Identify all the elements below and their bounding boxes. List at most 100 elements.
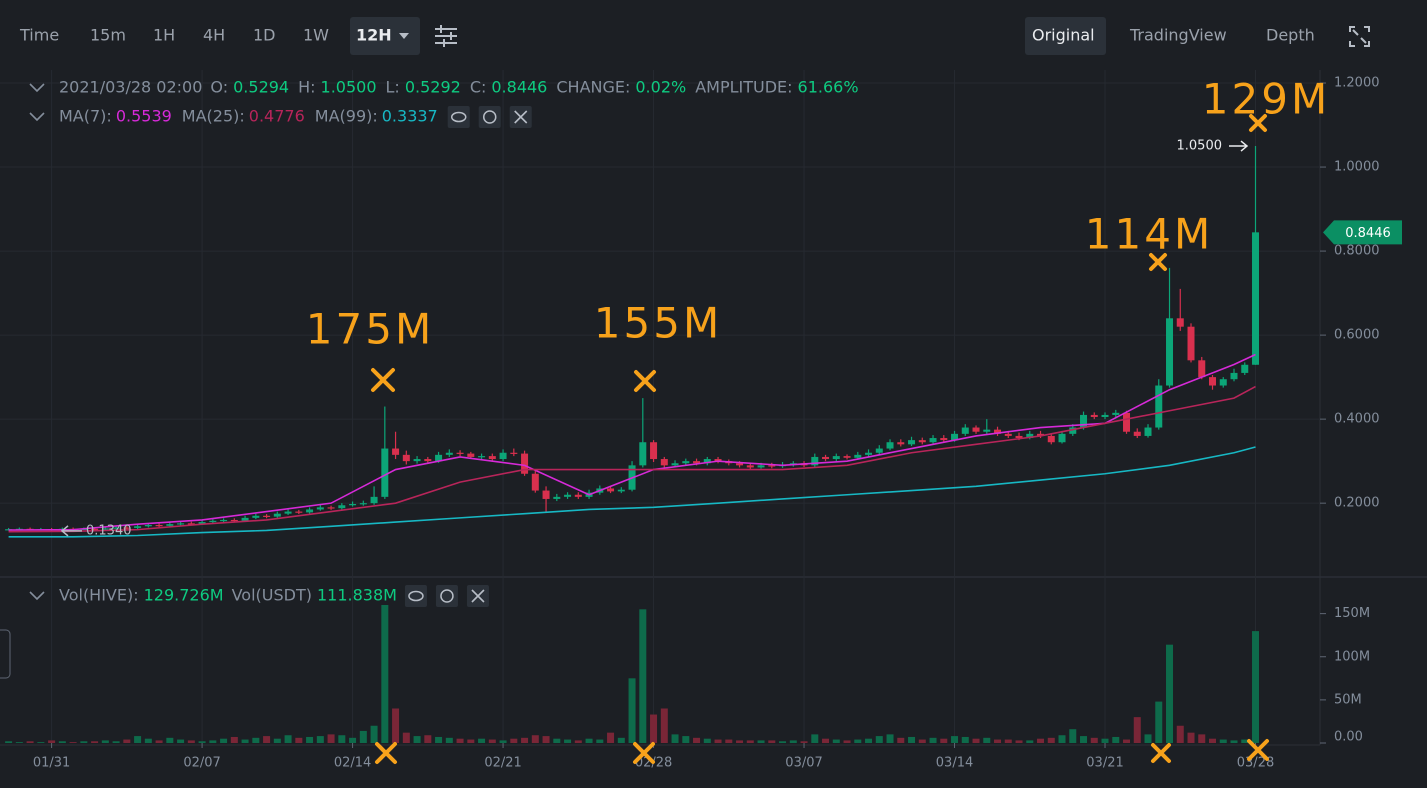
y-tick-label: 0.8000	[1334, 244, 1380, 259]
x-tick-label: 03/14	[936, 756, 973, 771]
eye-icon	[408, 590, 424, 602]
view-button[interactable]: Depth	[1266, 26, 1315, 45]
volume-bar	[1198, 734, 1206, 743]
settings-icon[interactable]	[435, 25, 457, 47]
interval-button[interactable]: 12H	[356, 26, 392, 45]
candle-body	[198, 522, 206, 524]
candle-body	[359, 503, 367, 505]
legend-icon-button[interactable]	[404, 585, 427, 607]
interval-button[interactable]: 1H	[153, 26, 175, 45]
volume-legend-label: Vol(HIVE):	[59, 586, 139, 605]
candle-body	[413, 459, 421, 462]
volume-bar	[499, 740, 507, 743]
volume-bar	[478, 738, 486, 743]
interval-button[interactable]: 15m	[90, 26, 126, 45]
candle-body	[542, 490, 550, 499]
volume-bar	[1252, 631, 1260, 743]
candle-body	[951, 433, 959, 441]
volume-bar	[1144, 734, 1152, 743]
volume-bar	[306, 736, 314, 743]
candle-body	[101, 528, 109, 530]
volume-bar	[155, 740, 163, 743]
selected-view-bg	[1025, 17, 1106, 55]
moving-averages	[8, 353, 1256, 538]
ma-legend-value: 0.3337	[382, 107, 438, 126]
volume-bar	[908, 736, 916, 743]
volume-legend-label: Vol(USDT)	[232, 586, 312, 605]
candle-body	[521, 453, 529, 474]
annotation-cross	[1151, 743, 1171, 763]
volume-bar	[822, 738, 830, 743]
info-label: L:	[386, 78, 400, 97]
candle-body	[144, 525, 152, 527]
candle-body	[875, 448, 883, 453]
candle-body	[488, 456, 496, 460]
collapse-chevron[interactable]	[29, 83, 45, 93]
interval-button[interactable]: 4H	[203, 26, 225, 45]
candle-body	[155, 525, 163, 527]
volume-bar	[252, 737, 260, 743]
candle-body	[166, 524, 174, 526]
volume-bar	[865, 738, 873, 743]
volume-bar	[349, 737, 357, 743]
candle-body	[295, 511, 303, 513]
collapse-chevron[interactable]	[29, 591, 45, 601]
interval-button[interactable]: 1W	[303, 26, 329, 45]
volume-bar	[639, 609, 647, 743]
candle-body	[714, 459, 722, 462]
candle-body	[746, 465, 754, 468]
legend-icon-button[interactable]	[447, 106, 470, 128]
interval-button[interactable]: Time	[19, 26, 59, 45]
eye-icon	[450, 111, 467, 123]
settings-icon	[482, 110, 497, 124]
info-value: 0.5292	[405, 78, 461, 97]
candle-body	[908, 440, 916, 445]
collapse-chevron[interactable]	[29, 112, 45, 122]
candle-body	[220, 519, 228, 522]
volume-bar	[413, 736, 421, 743]
view-button[interactable]: TradingView	[1129, 26, 1227, 45]
volume-bar	[187, 740, 195, 743]
candle-body	[671, 463, 679, 466]
candle-body	[768, 465, 776, 467]
volume-bar	[1241, 739, 1249, 743]
annotation-cross	[1149, 253, 1167, 271]
volume-bar	[972, 738, 980, 743]
view-button[interactable]: Original	[1032, 26, 1095, 45]
volume-bar	[929, 737, 937, 743]
candle-body	[961, 427, 969, 434]
candle-body	[865, 452, 873, 455]
fullscreen-icon[interactable]	[1349, 26, 1370, 47]
interval-button[interactable]: 1D	[253, 26, 276, 45]
ma-line	[8, 446, 1256, 538]
volume-bar	[660, 708, 668, 743]
volume-bar	[1123, 739, 1131, 743]
volume-bar	[1176, 725, 1184, 743]
candle-body	[564, 494, 572, 497]
volume-bar	[198, 741, 206, 743]
candle-body	[445, 452, 453, 455]
ma-legend-label: MA(7):	[59, 107, 112, 126]
candle-body	[123, 527, 131, 529]
candle-body	[1187, 326, 1195, 361]
side-toggle[interactable]	[0, 629, 11, 679]
legend-icon-button[interactable]	[478, 106, 501, 128]
volume-bar	[843, 740, 851, 743]
legend-icon-button[interactable]	[435, 585, 458, 607]
candle-body	[402, 454, 410, 462]
volume-bar	[1209, 738, 1217, 743]
volume-bar	[327, 734, 335, 743]
annotation-label: 114M	[1085, 210, 1213, 259]
volume-bar	[564, 739, 572, 743]
candle-body	[510, 452, 518, 454]
close-icon	[471, 589, 485, 603]
candle-body	[757, 465, 765, 468]
volume-bar	[1047, 737, 1055, 743]
volume-bar	[994, 739, 1002, 743]
dropdown-caret	[399, 33, 409, 39]
volume-bar	[1026, 740, 1034, 743]
volume-bar	[166, 737, 174, 743]
candle-body	[703, 459, 711, 464]
candle-body	[929, 438, 937, 443]
candle-body	[263, 515, 271, 517]
